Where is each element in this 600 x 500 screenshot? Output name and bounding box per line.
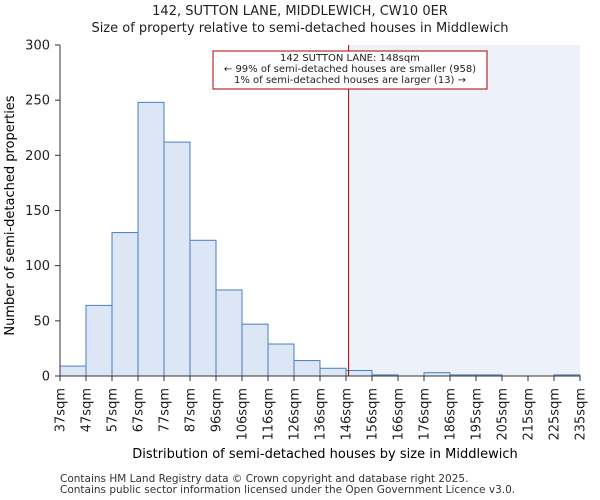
x-tick-label: 136sqm (314, 388, 329, 441)
x-tick-label: 166sqm (392, 388, 407, 441)
y-tick-label: 50 (33, 314, 50, 329)
y-tick-label: 300 (25, 39, 50, 54)
bar-87sqm (189, 239, 217, 377)
footer-licence: Contains public sector information licen… (60, 484, 516, 496)
bar-106sqm (241, 323, 269, 377)
annotation-line-2: ← 99% of semi-detached houses are smalle… (224, 64, 476, 75)
x-axis-label: Distribution of semi-detached houses by … (132, 447, 518, 462)
footer-copyright: Contains HM Land Registry data © Crown c… (60, 473, 469, 485)
x-tick-label: 126sqm (288, 388, 303, 441)
bar-47sqm (85, 304, 113, 377)
annotation-border (212, 50, 488, 90)
x-tick-label: 37sqm (54, 388, 69, 432)
y-tick-label: 100 (25, 259, 50, 274)
x-tick-label: 195sqm (470, 388, 485, 441)
bar-67sqm (137, 101, 165, 377)
x-tick-label: 205sqm (496, 388, 511, 441)
x-tick-label: 116sqm (262, 388, 277, 441)
chart-title: 142, SUTTON LANE, MIDDLEWICH, CW10 0ER (152, 4, 448, 19)
bar-126sqm (293, 360, 321, 377)
bar-146sqm (345, 369, 373, 377)
y-axis-label: Number of semi-detached properties (3, 95, 18, 335)
y-tick-label: 200 (25, 149, 50, 164)
bars-group (59, 101, 581, 377)
x-tick-label: 96sqm (210, 388, 225, 432)
x-tick-label: 146sqm (340, 388, 355, 441)
y-tick-label: 0 (42, 370, 50, 385)
x-axis: 37sqm 47sqm 57sqm 67sqm 77sqm 87sqm 96sqm 106sq… (54, 375, 589, 441)
x-tick-label: 77sqm (158, 388, 173, 432)
x-tick-label: 235sqm (574, 388, 589, 441)
x-tick-label: 67sqm (132, 388, 147, 432)
x-tick-label: 57sqm (106, 388, 121, 432)
x-tick-label: 87sqm (184, 388, 199, 432)
bar-96sqm (215, 289, 243, 377)
y-tick-label: 150 (25, 204, 50, 219)
annotation-line-1: 142 SUTTON LANE: 148sqm (280, 53, 420, 64)
bar-77sqm (163, 141, 191, 377)
y-tick-label: 250 (25, 94, 50, 109)
x-tick-label: 186sqm (444, 388, 459, 441)
bar-116sqm (267, 343, 295, 377)
bar-136sqm (319, 367, 347, 377)
x-tick-label: 215sqm (522, 388, 537, 441)
x-tick-label: 225sqm (548, 388, 563, 441)
larger-properties-region (348, 45, 580, 376)
x-tick-label: 156sqm (366, 388, 381, 441)
bar-37sqm (59, 365, 87, 377)
annotation-line-3: 1% of semi-detached houses are larger (1… (234, 75, 466, 86)
annotation-box: 142 SUTTON LANE: 148sqm ← 99% of semi-de… (212, 50, 488, 90)
chart-subtitle: Size of property relative to semi-detach… (91, 21, 509, 36)
x-tick-label: 176sqm (418, 388, 433, 441)
x-tick-label: 47sqm (80, 388, 95, 432)
x-tick-label: 106sqm (236, 388, 251, 441)
y-axis: 0 50 100 150 200 250 300 (25, 39, 61, 385)
bar-57sqm (111, 232, 139, 377)
